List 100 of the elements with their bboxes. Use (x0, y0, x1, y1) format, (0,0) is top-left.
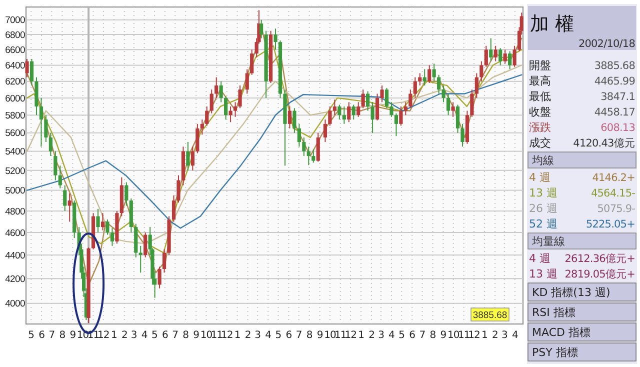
text: PSY 指標 (532, 346, 578, 359)
candlestick (25, 58, 29, 78)
candlestick (474, 72, 478, 98)
candlestick (224, 96, 228, 120)
x-tick-label: 6 (409, 330, 416, 341)
x-tick-label: 8 (306, 330, 312, 341)
candlestick (480, 60, 484, 82)
candlestick (413, 76, 417, 98)
x-tick-label: 5 (152, 330, 158, 341)
candlestick (408, 89, 412, 109)
x-tick-label: 7 (419, 330, 426, 341)
candlestick (214, 76, 218, 98)
candlestick (306, 146, 310, 166)
candlestick (274, 28, 278, 50)
y-tick-label: 6800 (5, 30, 26, 41)
candlestick (432, 63, 436, 82)
y-tick-label: 6600 (5, 44, 26, 56)
x-tick-label: 7 (172, 330, 178, 341)
x-tick-label: 1 (234, 330, 240, 341)
text: 4458.17 (594, 106, 635, 118)
text: 608.13 (600, 122, 635, 134)
text: 13 週 (529, 268, 558, 280)
candlestick (390, 102, 394, 118)
text: 4146.2+ (592, 172, 635, 184)
text: 2819.05億元+ (564, 268, 635, 280)
candlestick (176, 174, 180, 204)
candlestick (323, 119, 328, 143)
y-tick-label: 7000 (5, 15, 26, 26)
candlestick (342, 106, 346, 124)
y-tick-label: 5600 (5, 128, 26, 140)
candlestick (200, 119, 204, 136)
x-tick-label: 8 (430, 330, 436, 341)
x-tick-label: 8 (182, 330, 189, 341)
candlestick (110, 228, 114, 246)
x-tick-label: 3 (254, 330, 261, 341)
candlestick (228, 106, 232, 123)
candlestick (68, 192, 72, 222)
candlestick (124, 182, 128, 206)
x-tick-label: 5 (275, 330, 282, 341)
candlestick (162, 248, 166, 274)
candlestick (54, 150, 58, 181)
x-tick-label: 9 (70, 330, 76, 341)
candlestick (347, 102, 351, 123)
candlestick (106, 218, 110, 236)
candlestick (316, 132, 320, 162)
candlestick (158, 266, 162, 289)
candlestick (375, 93, 380, 121)
candlestick (384, 87, 389, 109)
x-tick-label: 11 (458, 330, 470, 341)
text: 最低 (529, 90, 551, 103)
candlestick (233, 102, 238, 118)
text: 2002/10/18 (578, 38, 635, 50)
x-tick-label: 1 (358, 330, 364, 341)
candlestick (190, 146, 194, 171)
candlestick (484, 45, 488, 68)
x-tick-label: 8 (59, 330, 66, 341)
candlestick (63, 184, 67, 212)
candlestick (494, 45, 498, 62)
y-tick-label: 5800 (5, 110, 26, 122)
candlestick (332, 99, 336, 116)
text: 均線 (531, 154, 554, 167)
x-tick-label: 6 (286, 330, 292, 341)
x-tick-label: 4 (265, 330, 272, 341)
text: 4564.15- (590, 188, 636, 200)
candlestick (394, 112, 398, 137)
x-tick-label: 1 (482, 330, 488, 341)
text: 成交 (529, 136, 551, 150)
x-tick-label: 11 (210, 330, 223, 341)
x-tick-label: 9 (193, 330, 200, 341)
x-tick-label: 5 (398, 330, 405, 341)
annotation: 3885.68 (472, 310, 508, 321)
x-tick-label: 9 (440, 330, 446, 341)
candlestick (512, 45, 516, 68)
text: 13 週 (529, 186, 558, 200)
y-tick-label: 5200 (5, 166, 26, 177)
x-tick-label: 5 (28, 330, 34, 341)
candlestick (361, 89, 365, 109)
y-tick-label: 6200 (5, 76, 26, 88)
x-tick-label: 4 (141, 330, 148, 341)
x-tick-label: 7 (296, 330, 302, 341)
y-tick-label: 6400 (5, 60, 26, 72)
candlestick (422, 68, 426, 86)
candlestick (144, 232, 148, 258)
candlestick (404, 102, 408, 116)
text: 加 權 (530, 13, 574, 35)
text: 均量線 (531, 235, 565, 248)
y-tick-label: 6000 (5, 93, 26, 104)
candlestick (219, 80, 223, 103)
y-tick-label: 4400 (5, 250, 26, 262)
text: 3885.68 (594, 60, 635, 72)
text: 收盤 (529, 106, 551, 118)
candlestick (380, 84, 384, 103)
candlestick (96, 208, 100, 234)
candlestick (399, 106, 403, 126)
candlestick (366, 90, 370, 112)
y-tick-label: 4200 (5, 274, 26, 285)
text: 5225.05+ (586, 218, 635, 230)
candlestick (446, 93, 450, 116)
x-tick-label: 2 (244, 330, 251, 341)
y-tick-label: 5400 (5, 146, 26, 158)
